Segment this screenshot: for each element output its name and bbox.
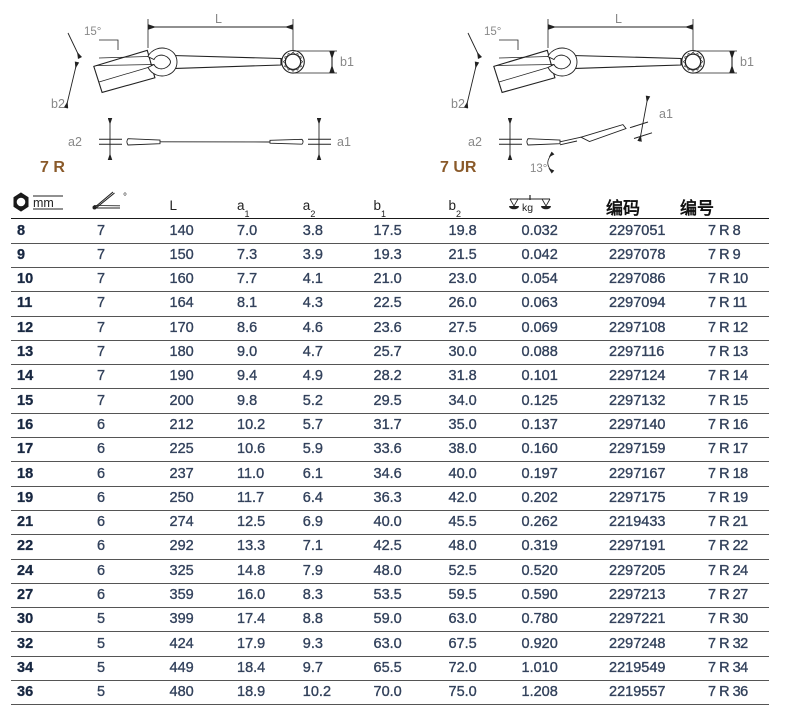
svg-text:mm: mm (33, 196, 54, 210)
svg-text:°: ° (123, 192, 127, 203)
svg-text:kg: kg (522, 202, 533, 213)
